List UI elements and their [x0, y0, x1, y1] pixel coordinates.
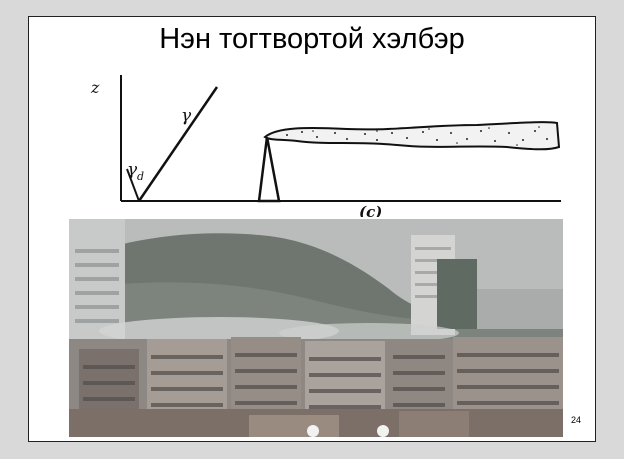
plume-diagram: z γ γ d (c): [77, 61, 563, 217]
gamma-d-subscript: d: [137, 170, 144, 183]
plume-particles: [286, 126, 548, 146]
diagram-canvas: z γ γ d (c): [90, 75, 561, 217]
z-axis-label: z: [90, 78, 100, 97]
gamma-line: [137, 86, 219, 202]
gamma-d-line: [126, 168, 140, 202]
ball-left: [307, 425, 319, 437]
city-smog-photo: [69, 219, 563, 437]
diagram-caption: (c): [359, 203, 382, 217]
gamma-d-label: γ: [127, 160, 138, 180]
ball-right: [377, 425, 389, 437]
smoke-plume: [263, 121, 561, 151]
smoke-stack: [257, 136, 281, 203]
gamma-label: γ: [181, 106, 192, 126]
page-number: 24: [570, 415, 581, 425]
slide-title: Нэн тогтвортой хэлбэр: [159, 23, 465, 55]
slide: Нэн тогтвортой хэлбэр z γ γ d: [28, 16, 596, 442]
photo-canvas: [69, 219, 563, 437]
